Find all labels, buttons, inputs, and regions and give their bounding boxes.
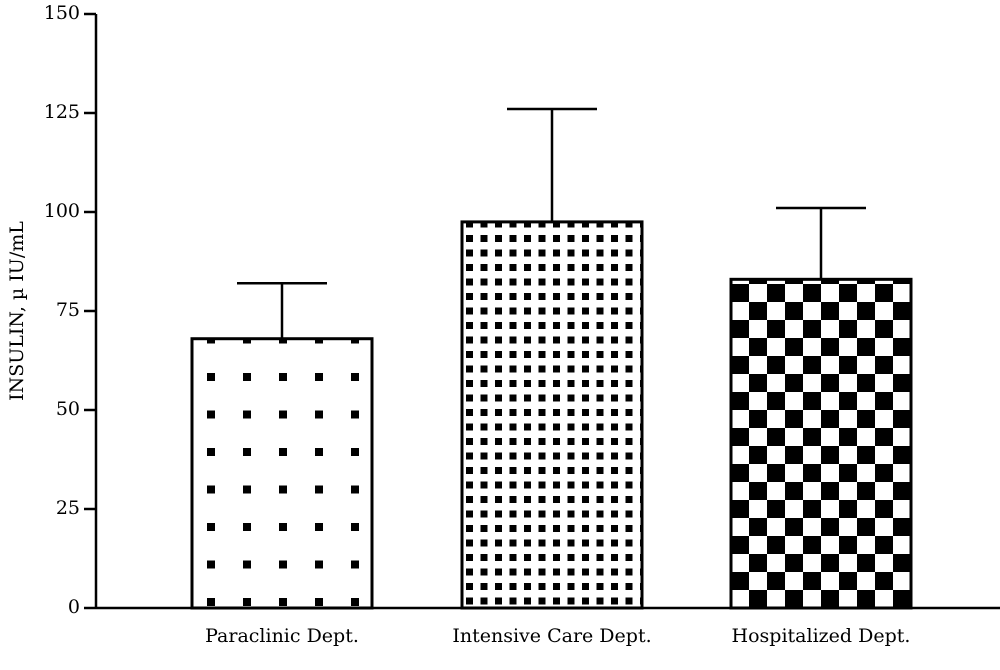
y-tick-label: 100: [44, 200, 80, 222]
x-tick-label: Hospitalized Dept.: [732, 625, 911, 647]
x-tick-label: Paraclinic Dept.: [205, 625, 359, 647]
bar: [729, 277, 913, 610]
bar: [190, 337, 374, 610]
y-tick-label: 150: [44, 2, 80, 24]
x-tick-label: Intensive Care Dept.: [452, 625, 651, 647]
y-tick-label: 0: [68, 596, 80, 618]
bar: [460, 220, 644, 610]
y-tick-label: 125: [44, 101, 80, 123]
y-axis-label: INSULIN, µ IU/mL: [6, 221, 28, 401]
y-tick-label: 75: [56, 299, 80, 321]
y-tick-label: 50: [56, 398, 80, 420]
y-tick-label: 25: [56, 497, 80, 519]
